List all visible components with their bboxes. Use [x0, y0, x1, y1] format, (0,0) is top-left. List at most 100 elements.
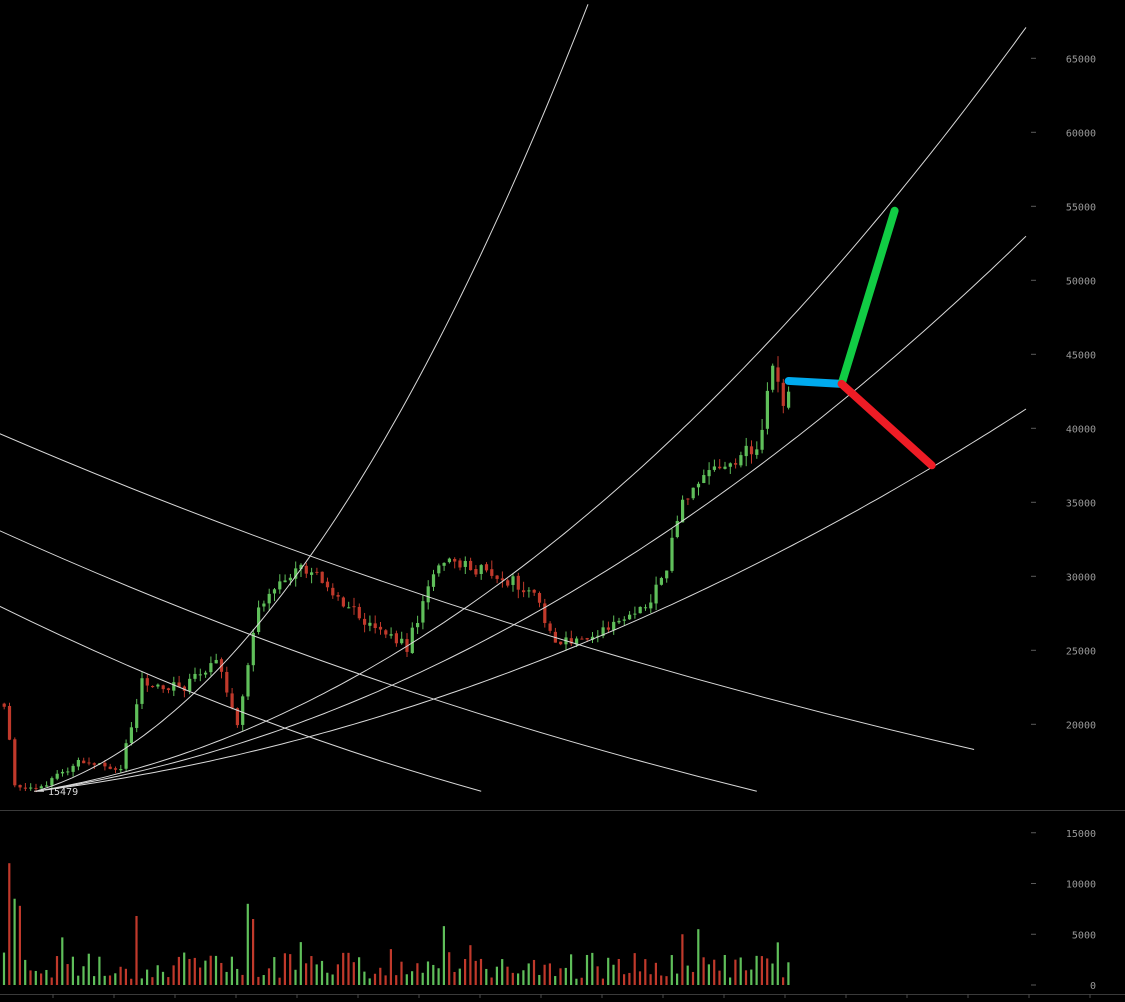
- candle-body: [734, 463, 738, 465]
- candle-body: [601, 627, 605, 636]
- candle-body: [612, 621, 616, 631]
- candle: [209, 656, 213, 676]
- candle: [193, 667, 197, 682]
- candle-body: [606, 627, 610, 630]
- candle-body: [622, 619, 626, 621]
- volume-bar: [707, 964, 710, 985]
- volume-bar: [289, 954, 292, 985]
- candle: [368, 615, 372, 632]
- candle: [543, 598, 547, 628]
- candle: [612, 615, 616, 635]
- volume-bar: [416, 963, 419, 985]
- volume-bar: [246, 903, 249, 985]
- price-tick-label: 50000: [1066, 276, 1096, 287]
- volume-bar: [71, 956, 74, 985]
- candle-body: [649, 602, 653, 609]
- candle-body: [617, 620, 621, 623]
- candle-body: [129, 727, 133, 743]
- volume-bar: [660, 975, 663, 985]
- candle-body: [638, 606, 642, 614]
- candle-body: [7, 705, 12, 740]
- candle: [18, 784, 22, 791]
- candle: [718, 459, 722, 470]
- candle: [463, 556, 467, 574]
- volume-bar: [252, 919, 255, 985]
- candle: [7, 702, 12, 741]
- candle: [437, 563, 441, 577]
- candle-body: [765, 390, 769, 429]
- volume-bar: [776, 942, 779, 985]
- volume-bar: [411, 971, 414, 985]
- candle-body: [272, 589, 277, 594]
- candle: [765, 382, 769, 435]
- volume-bar: [432, 964, 435, 985]
- volume-bar: [559, 968, 562, 985]
- volume-bar: [723, 954, 726, 985]
- candle: [405, 633, 409, 658]
- candle: [103, 760, 107, 771]
- candle: [378, 621, 383, 635]
- volume-bar: [464, 958, 467, 985]
- volume-bar: [564, 967, 567, 985]
- candle-body: [267, 593, 271, 604]
- candle: [151, 685, 155, 688]
- candle: [681, 495, 685, 523]
- volume-bar: [517, 973, 520, 985]
- volume-bar: [13, 898, 16, 985]
- volume-bar: [241, 974, 244, 985]
- volume-bar: [161, 971, 165, 985]
- projection-line[interactable]: [784, 376, 846, 388]
- volume-bar: [442, 926, 445, 985]
- volume-bar: [744, 970, 748, 985]
- candle: [363, 612, 367, 633]
- candle-body: [511, 576, 515, 585]
- candle: [638, 606, 642, 614]
- volume-bar: [522, 970, 525, 985]
- candle-body: [760, 429, 764, 450]
- volume-bar: [214, 955, 218, 985]
- volume-bar: [305, 963, 308, 985]
- volume-bar: [278, 977, 281, 985]
- candle-body: [310, 572, 314, 575]
- price-tick-label: 35000: [1066, 498, 1096, 509]
- volume-bar: [379, 967, 382, 985]
- volume-bar: [697, 929, 700, 985]
- volume-bar: [183, 952, 186, 985]
- volume-bar: [320, 960, 324, 985]
- candle: [590, 632, 595, 644]
- candle-body: [633, 613, 637, 615]
- volume-bar: [617, 958, 620, 985]
- candle: [416, 615, 420, 634]
- price-tick-label: 60000: [1066, 128, 1096, 139]
- candle-body: [23, 787, 27, 789]
- candle-body: [140, 678, 144, 704]
- volume-bar: [437, 968, 440, 985]
- candle: [633, 606, 637, 619]
- projection-line[interactable]: [837, 379, 936, 470]
- volume-bar: [34, 970, 37, 985]
- arc-fan-lines: [0, 4, 1027, 792]
- candle-body: [596, 635, 600, 637]
- candle-body: [453, 558, 457, 562]
- projection-line[interactable]: [837, 206, 899, 388]
- candle: [527, 587, 531, 598]
- volume-bar: [103, 975, 106, 985]
- candle: [82, 757, 86, 764]
- volume-bar: [495, 966, 498, 985]
- volume-bar: [734, 959, 737, 985]
- candle-body: [654, 584, 658, 604]
- candle-body: [643, 607, 648, 609]
- volume-bar: [55, 956, 59, 985]
- volume-bar: [485, 968, 488, 985]
- candle-body: [522, 590, 526, 593]
- projection-lines[interactable]: [784, 206, 936, 470]
- candle: [506, 578, 510, 588]
- candle: [108, 763, 112, 770]
- volume-bar: [469, 945, 472, 985]
- candle: [294, 561, 298, 587]
- volume-bar: [607, 957, 610, 985]
- volume-bar: [426, 961, 430, 985]
- candle-body: [484, 564, 489, 571]
- volume-bar: [554, 976, 557, 985]
